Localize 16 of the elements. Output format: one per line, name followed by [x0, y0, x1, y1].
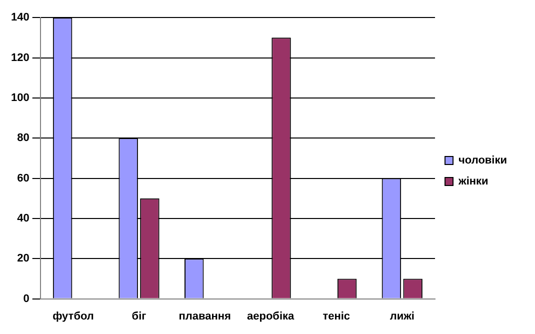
y-tick-label: 120	[10, 52, 30, 64]
x-tick-label: плавання	[178, 310, 231, 322]
y-tick-label: 100	[10, 92, 30, 104]
y-tick-label: 0	[23, 292, 30, 305]
y-tick-label: 140	[10, 12, 30, 24]
y-tick-label: 80	[17, 132, 30, 144]
y-tick-label: 20	[17, 252, 30, 265]
x-tick-label: футбол	[52, 310, 94, 322]
x-tick-label: лижі	[390, 310, 414, 322]
y-tick-label: 60	[17, 172, 30, 184]
x-tick-label: аеробіка	[247, 310, 296, 322]
legend-label: жінки	[458, 176, 488, 188]
y-tick-label: 40	[17, 212, 30, 224]
x-tick-label: біг	[132, 310, 147, 322]
x-tick-label: теніс	[322, 310, 350, 322]
legend-label: чоловіки	[458, 154, 508, 167]
